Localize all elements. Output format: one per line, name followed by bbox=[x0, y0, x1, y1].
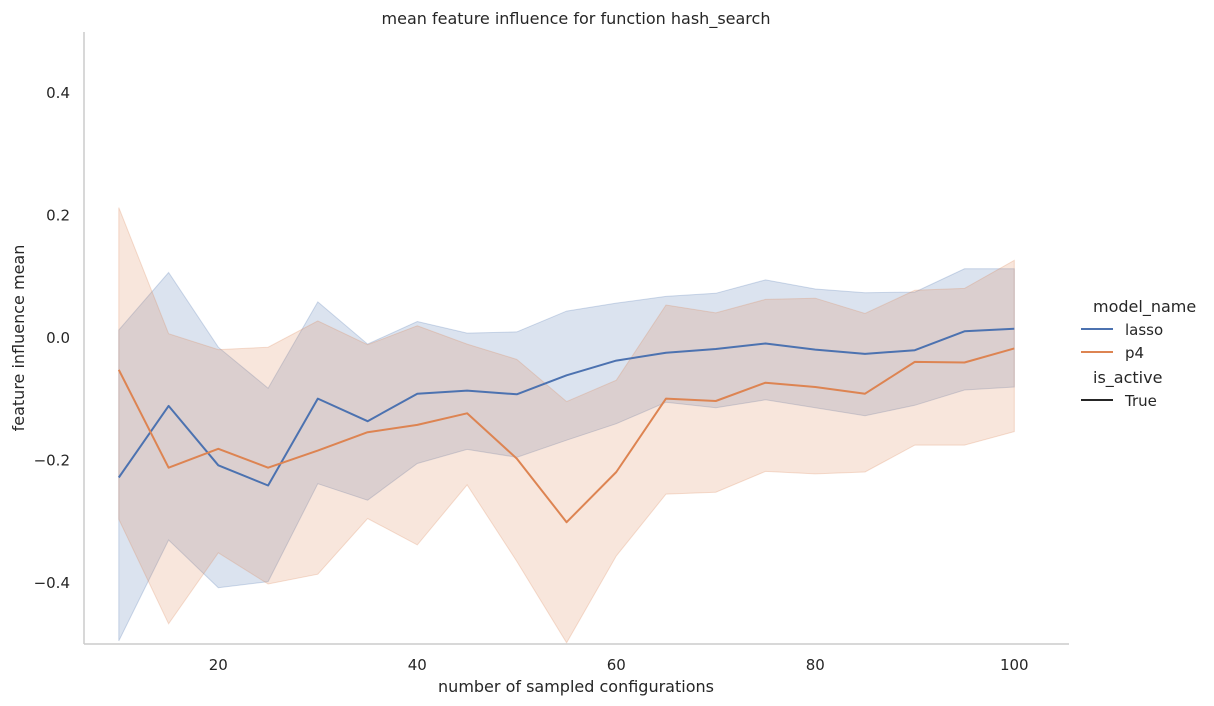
series-line-lasso bbox=[117, 327, 1015, 487]
x-tick-label: 60 bbox=[607, 656, 626, 674]
y-tick-label: −0.2 bbox=[34, 451, 70, 469]
series-lines bbox=[117, 327, 1015, 524]
ci-band-lasso bbox=[118, 268, 1015, 642]
legend-label-p4: p4 bbox=[1125, 344, 1144, 362]
y-tick-label: 0.2 bbox=[46, 207, 70, 225]
chart-title: mean feature influence for function hash… bbox=[382, 9, 771, 29]
legend-style-title: is_active bbox=[1093, 368, 1162, 388]
x-tick-label: 40 bbox=[408, 656, 427, 674]
x-tick-labels: 20 40 60 80 100 bbox=[209, 656, 1029, 674]
confidence-bands bbox=[118, 207, 1015, 644]
legend-hue-title: model_name bbox=[1093, 297, 1196, 317]
legend: model_name lasso p4 is_active True bbox=[1081, 297, 1196, 410]
x-tick-label: 100 bbox=[1000, 656, 1029, 674]
y-tick-label: −0.4 bbox=[34, 574, 70, 592]
x-tick-label: 80 bbox=[806, 656, 825, 674]
y-tick-labels: −0.4 −0.2 0.0 0.2 0.4 bbox=[34, 84, 70, 592]
y-tick-label: 0.4 bbox=[46, 84, 70, 102]
x-tick-label: 20 bbox=[209, 656, 228, 674]
legend-label-true: True bbox=[1124, 392, 1157, 410]
y-tick-label: 0.0 bbox=[46, 329, 70, 347]
series-line-p4 bbox=[117, 347, 1015, 524]
y-axis-label: feature influence mean bbox=[9, 245, 28, 432]
ci-band-p4 bbox=[118, 207, 1015, 644]
x-axis-label: number of sampled configurations bbox=[438, 677, 714, 696]
legend-label-lasso: lasso bbox=[1125, 321, 1163, 339]
